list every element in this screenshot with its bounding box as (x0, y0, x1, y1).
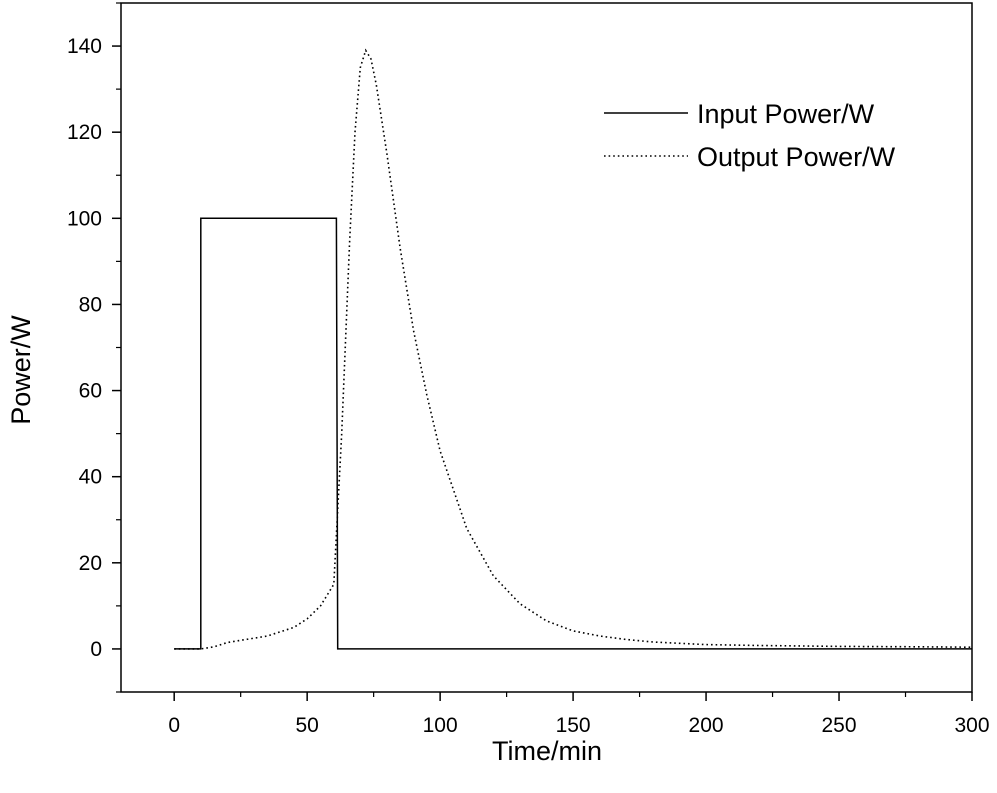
legend: Input Power/W Output Power/W (604, 99, 896, 172)
legend-label-output: Output Power/W (697, 142, 896, 172)
y-tick-label: 80 (79, 293, 102, 316)
y-axis-ticks: 0 20 40 60 80 100 120 140 (67, 2, 121, 693)
x-axis-title: Time/min (492, 736, 602, 766)
y-tick-label: 120 (67, 121, 102, 144)
x-tick-label: 250 (822, 714, 857, 737)
y-axis-title: Power/W (6, 315, 36, 425)
x-tick-label: 200 (689, 714, 724, 737)
x-axis-ticks: 0 50 100 150 200 250 300 (168, 692, 990, 737)
input-power-line (174, 217, 972, 650)
x-tick-label: 50 (295, 714, 318, 737)
x-tick-label: 150 (556, 714, 591, 737)
y-tick-label: 40 (79, 466, 102, 489)
y-tick-label: 0 (90, 638, 102, 661)
series-layer (174, 48, 973, 650)
y-tick-label: 100 (67, 207, 102, 230)
legend-label-input: Input Power/W (697, 99, 875, 129)
x-tick-label: 300 (954, 714, 989, 737)
y-tick-label: 20 (79, 552, 102, 575)
x-tick-label: 0 (168, 714, 180, 737)
y-tick-label: 60 (79, 380, 102, 403)
x-tick-label: 100 (423, 714, 458, 737)
y-tick-label: 140 (67, 35, 102, 58)
output-power-line (174, 48, 973, 650)
